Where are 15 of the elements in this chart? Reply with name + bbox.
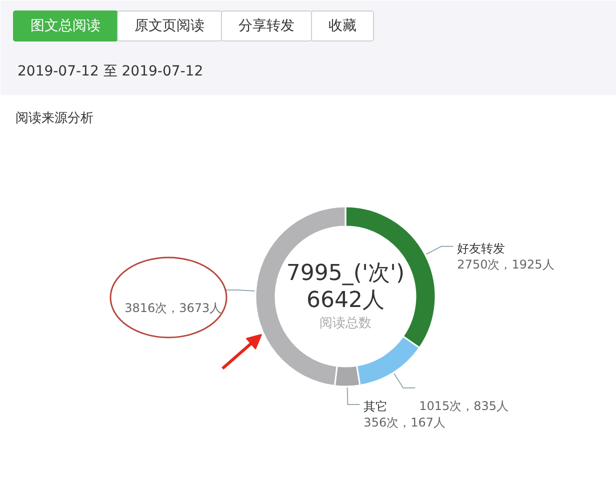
data-label: 1015次，835人 — [419, 398, 509, 413]
text: 收藏 — [328, 18, 356, 34]
text: 2019-07-12 至 2019-07-12 — [18, 64, 204, 80]
data-label: 3816次，3673人 — [124, 300, 222, 315]
text: 原文页阅读 — [134, 18, 204, 34]
text: 7995_('次') — [286, 261, 405, 286]
chart-title: 阅读来源分析 — [16, 111, 94, 126]
data-label: 356次，167人 — [364, 415, 446, 430]
text: 阅读总数 — [320, 316, 372, 331]
slice-label: 其它 — [364, 399, 388, 414]
text: 6642人 — [306, 288, 385, 313]
slice-label: 好友转发 — [457, 241, 506, 256]
text: 分享转发 — [238, 18, 294, 34]
text: 图文总阅读 — [30, 18, 100, 34]
data-label: 2750次，1925人 — [457, 257, 554, 272]
